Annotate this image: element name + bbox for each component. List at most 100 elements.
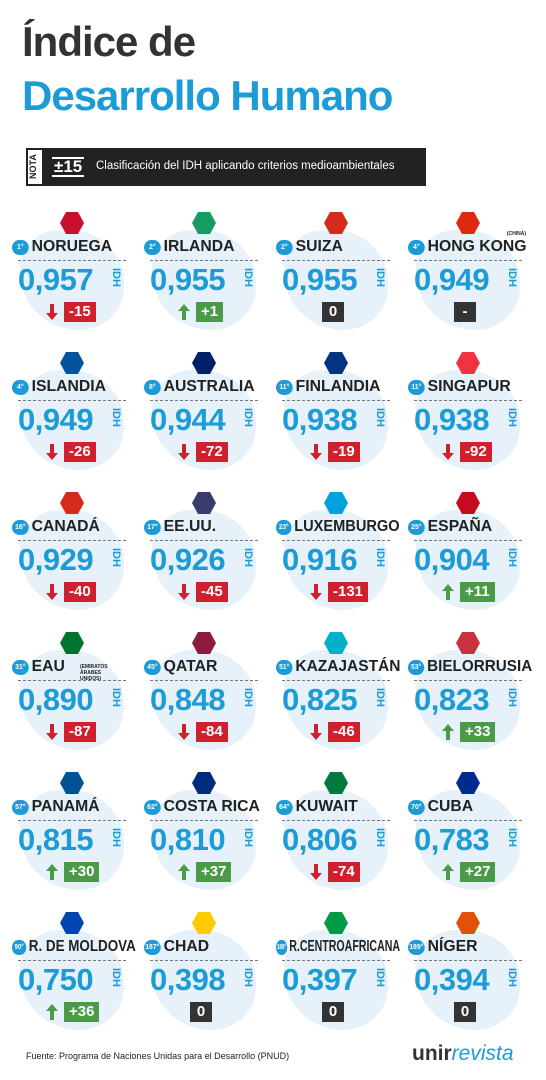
divider xyxy=(150,540,258,541)
idh-unit: IDH xyxy=(110,408,122,427)
flag xyxy=(456,912,480,934)
country-card: 53° BIELORRUSIA 0,823 IDH +33 xyxy=(402,630,534,760)
country-card: 31° EAU (EMIRATOS ÁRABES UNIDOS) 0,890 IDH -8… xyxy=(6,630,138,760)
name-row: 51° KAZAJASTÁN xyxy=(276,658,400,678)
change-badge: 0 xyxy=(190,1002,212,1022)
country-name: HONG KONG xyxy=(427,238,527,255)
divider xyxy=(18,260,126,261)
change-badge: -87 xyxy=(64,722,96,742)
idh-value: 0,955 xyxy=(282,262,358,297)
country-name: AUSTRALIA xyxy=(163,378,255,395)
rank: 2° xyxy=(144,239,161,255)
idh-unit: IDH xyxy=(374,408,386,427)
flag xyxy=(324,492,348,514)
change-badge: +11 xyxy=(460,582,495,602)
idh-unit: IDH xyxy=(374,968,386,987)
trend-arrow xyxy=(46,864,58,880)
change-badge: +37 xyxy=(196,862,232,882)
flag xyxy=(456,632,480,654)
change-badge: +33 xyxy=(460,722,496,742)
name-row: 187° CHAD xyxy=(144,938,268,958)
change-badge: -40 xyxy=(64,582,96,602)
name-row: 16° CANADÁ xyxy=(12,518,136,538)
idh-unit: IDH xyxy=(506,688,518,707)
rank: 189° xyxy=(408,939,425,955)
idh-unit: IDH xyxy=(110,268,122,287)
divider xyxy=(414,540,522,541)
flag xyxy=(192,912,216,934)
rank: 4° xyxy=(408,239,425,255)
brand-b: revista xyxy=(451,1042,514,1065)
idh-value: 0,938 xyxy=(414,402,490,437)
country-card: 17° EE.UU. 0,926 IDH -45 xyxy=(138,490,270,620)
divider xyxy=(18,820,126,821)
rank: 1° xyxy=(12,239,29,255)
country-card: 11° FINLANDIA 0,938 IDH -19 xyxy=(270,350,402,480)
flag xyxy=(456,492,480,514)
idh-value: 0,916 xyxy=(282,542,358,577)
change-badge: +30 xyxy=(64,862,100,882)
divider xyxy=(414,680,522,681)
idh-value: 0,825 xyxy=(282,682,358,717)
rank: 25° xyxy=(408,519,425,535)
flag xyxy=(324,632,348,654)
rank: 53° xyxy=(408,659,425,675)
divider xyxy=(282,820,390,821)
country-name: CHAD xyxy=(163,938,210,955)
country-card: 25° ESPAÑA 0,904 IDH +11 xyxy=(402,490,534,620)
country-card: 90° R. DE MOLDOVA 0,750 IDH +36 xyxy=(6,910,138,1040)
idh-unit: IDH xyxy=(242,688,254,707)
divider xyxy=(18,680,126,681)
trend-arrow xyxy=(310,864,322,880)
flag xyxy=(60,912,84,934)
flag xyxy=(192,352,216,374)
change-badge: +36 xyxy=(64,1002,100,1022)
source: Fuente: Programa de Naciones Unidas para… xyxy=(26,1051,290,1061)
country-card: 2° IRLANDA 0,955 IDH +1 xyxy=(138,210,270,340)
country-card: 4° HONG KONG (CHINA) 0,949 IDH - xyxy=(402,210,534,340)
trend-arrow xyxy=(442,444,454,460)
divider xyxy=(414,400,522,401)
divider xyxy=(18,400,126,401)
trend-arrow xyxy=(46,584,58,600)
country-card: 4° ISLANDIA 0,949 IDH -26 xyxy=(6,350,138,480)
flag xyxy=(456,352,480,374)
trend-arrow xyxy=(178,864,190,880)
name-row: 2° IRLANDA xyxy=(144,238,268,258)
divider xyxy=(150,260,258,261)
change-badge: +27 xyxy=(460,862,496,882)
country-card: 64° KUWAIT 0,806 IDH -74 xyxy=(270,770,402,900)
idh-value: 0,397 xyxy=(282,962,358,997)
idh-value: 0,938 xyxy=(282,402,358,437)
rank: 57° xyxy=(12,799,29,815)
rank: 187° xyxy=(144,939,161,955)
name-row: 8° AUSTRALIA xyxy=(144,378,268,398)
flag xyxy=(192,772,216,794)
idh-value: 0,949 xyxy=(414,262,490,297)
idh-unit: IDH xyxy=(374,828,386,847)
country-name: CANADÁ xyxy=(31,518,100,535)
rank: 4° xyxy=(12,379,29,395)
country-name: CUBA xyxy=(427,798,474,815)
name-row: 23° LUXEMBURGO xyxy=(276,518,400,538)
country-note: (CHINA) xyxy=(506,231,526,237)
trend-arrow xyxy=(46,724,58,740)
divider xyxy=(414,960,522,961)
idh-value: 0,750 xyxy=(18,962,94,997)
country-name: SINGAPUR xyxy=(427,378,511,395)
divider xyxy=(282,540,390,541)
country-card: 188° R.CENTROAFRICANA 0,397 IDH 0 xyxy=(270,910,402,1040)
divider xyxy=(150,820,258,821)
change-badge: -45 xyxy=(196,582,228,602)
rank: 11° xyxy=(408,379,425,395)
divider xyxy=(18,960,126,961)
divider xyxy=(282,680,390,681)
name-row: 1° NORUEGA xyxy=(12,238,136,258)
name-row: 57° PANAMÁ xyxy=(12,798,136,818)
country-card: 189° NÍGER 0,394 IDH 0 xyxy=(402,910,534,1040)
idh-value: 0,823 xyxy=(414,682,490,717)
change-badge: -46 xyxy=(328,722,360,742)
rank: 11° xyxy=(276,379,293,395)
note-bar: NOTA ±15 Clasificación del IDH aplicando… xyxy=(26,148,426,186)
